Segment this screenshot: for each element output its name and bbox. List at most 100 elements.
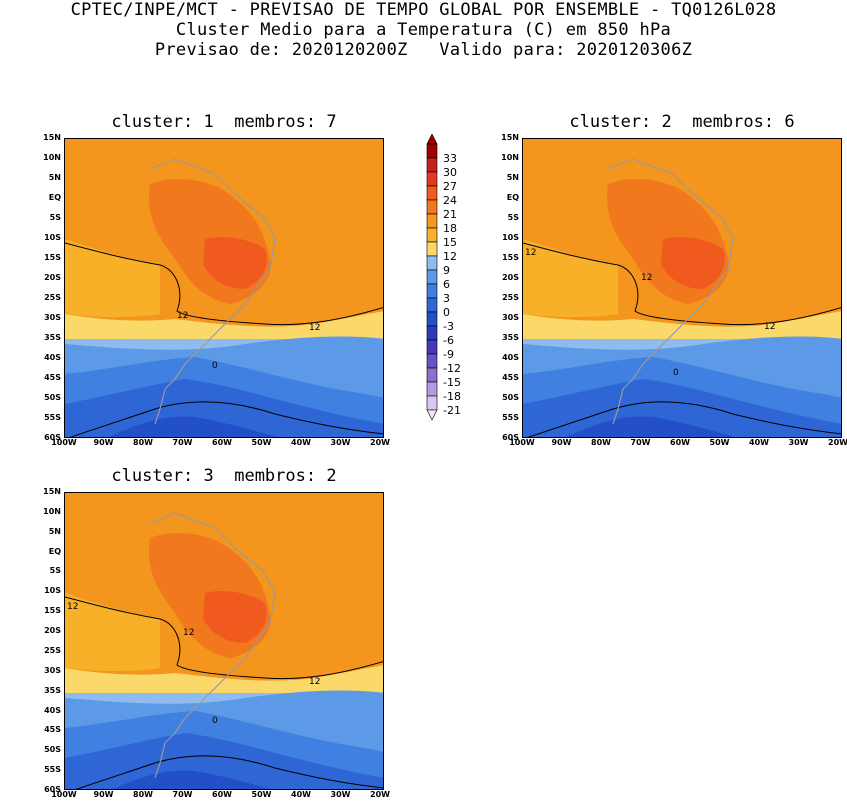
- colorbar-tick-label: -15: [443, 376, 461, 389]
- colorbar-swatch: [426, 171, 438, 187]
- lon-tick-label: 40W: [749, 438, 769, 447]
- colorbar-tick-label: 0: [443, 306, 450, 319]
- colorbar-tick-label: 6: [443, 278, 450, 291]
- colorbar-swatch: [426, 339, 438, 355]
- colorbar-swatch: [426, 185, 438, 201]
- contour-label: 12: [177, 311, 188, 321]
- lon-tick-label: 80W: [133, 438, 153, 447]
- lat-tick-label: 45S: [44, 373, 61, 382]
- lat-tick-label: EQ: [506, 193, 519, 202]
- colorbar-tick-label: 21: [443, 208, 457, 221]
- lat-tick-label: 55S: [44, 765, 61, 775]
- lon-tick-label: 100W: [51, 438, 77, 447]
- colorbar-tick-label: -21: [443, 404, 461, 417]
- colorbar-tick-label: 9: [443, 264, 450, 277]
- lat-tick-label: 5N: [48, 526, 61, 536]
- lon-tick-label: 80W: [133, 790, 153, 799]
- lat-tick-label: 5S: [49, 213, 61, 222]
- lon-tick-label: 20W: [828, 438, 847, 447]
- lat-tick-label: 50S: [44, 745, 61, 755]
- contour-label: 0: [212, 716, 218, 726]
- lat-tick-label: 10S: [44, 586, 61, 596]
- lat-tick-label: 10N: [43, 506, 61, 516]
- lat-tick-label: 5N: [506, 173, 519, 182]
- lat-tick-label: 60S: [44, 433, 61, 442]
- colorbar-tick-label: 15: [443, 236, 457, 249]
- lon-tick-label: 30W: [330, 438, 351, 447]
- colorbar-tick-label: 12: [443, 250, 457, 263]
- colorbar-swatch: [426, 143, 438, 159]
- figure-subtitle: Cluster Medio para a Temperatura (C) em …: [175, 20, 672, 40]
- lat-tick-label: 60S: [44, 785, 61, 794]
- lat-tick-label: 50S: [44, 393, 61, 402]
- lon-tick-label: 90W: [551, 438, 572, 447]
- colorbar-swatch: [426, 395, 438, 411]
- colorbar-tick-label: 3: [443, 292, 450, 305]
- lat-tick-label: 40S: [44, 353, 61, 362]
- lat-tick-label: 5N: [48, 173, 61, 182]
- colorbar-swatch: [426, 241, 438, 257]
- colorbar-swatch: [426, 283, 438, 299]
- lat-tick-label: 10N: [43, 153, 61, 162]
- colorbar-tick-label: 30: [443, 166, 457, 179]
- lat-tick-label: 10N: [501, 153, 519, 162]
- contour-label: 12: [309, 323, 320, 333]
- lat-tick-label: 10S: [44, 233, 61, 242]
- lon-tick-label: 90W: [93, 790, 114, 799]
- lat-tick-label: 35S: [44, 685, 61, 695]
- lat-tick-label: 15N: [501, 133, 519, 142]
- lon-tick-label: 60W: [670, 438, 690, 447]
- figure-title: CPTEC/INPE/MCT - PREVISAO DE TEMPO GLOBA…: [70, 0, 777, 20]
- map-panel-cluster-3: 12 12 12 0: [64, 492, 384, 790]
- lat-tick-label: 35S: [44, 333, 61, 342]
- colorbar-swatch: [426, 367, 438, 383]
- lon-tick-label: 20W: [370, 790, 390, 799]
- lat-tick-label: 25S: [44, 293, 61, 302]
- lon-tick-label: 20W: [370, 438, 390, 447]
- lon-tick-label: 70W: [172, 438, 193, 447]
- colorbar-tick-label: 27: [443, 180, 457, 193]
- contour-label: 12: [67, 602, 78, 612]
- map-panel-cluster-1: 12 12 0: [64, 138, 384, 438]
- map-panel-cluster-2: 12 12 12 0: [522, 138, 842, 438]
- lat-tick-label: 35S: [502, 333, 519, 342]
- colorbar-swatch: [426, 297, 438, 313]
- lat-tick-label: 5S: [49, 566, 61, 576]
- lat-tick-label: 60S: [502, 433, 519, 442]
- lon-tick-label: 30W: [788, 438, 809, 447]
- lat-tick-label: 15S: [502, 253, 519, 262]
- colorbar-tick-label: -3: [443, 320, 454, 333]
- lat-tick-label: 40S: [44, 705, 61, 715]
- colorbar-upper-arrow: [426, 133, 438, 145]
- lon-tick-label: 50W: [709, 438, 730, 447]
- lat-tick-label: 5S: [507, 213, 519, 222]
- contour-label: 0: [212, 361, 218, 371]
- forecast-dates: Previsao de: 2020120200Z Valido para: 20…: [154, 40, 693, 60]
- lon-tick-label: 60W: [212, 790, 232, 799]
- contour-label: 0: [673, 368, 679, 378]
- colorbar-tick-label: -12: [443, 362, 461, 375]
- lat-tick-label: 45S: [44, 725, 61, 735]
- lat-tick-label: 15S: [44, 606, 61, 616]
- lat-tick-label: 25S: [44, 645, 61, 655]
- colorbar-swatch: [426, 255, 438, 271]
- lat-tick-label: 15N: [43, 487, 61, 496]
- lat-tick-label: 15S: [44, 253, 61, 262]
- lat-tick-label: 30S: [44, 665, 61, 675]
- colorbar-tick-label: 18: [443, 222, 457, 235]
- lat-tick-label: 55S: [44, 413, 61, 422]
- lon-tick-label: 30W: [330, 790, 351, 799]
- colorbar-swatch: [426, 157, 438, 173]
- lat-tick-label: 45S: [502, 373, 519, 382]
- lat-tick-label: 15N: [43, 133, 61, 142]
- colorbar-tick-label: 33: [443, 152, 457, 165]
- lat-tick-label: 20S: [44, 273, 61, 282]
- lon-tick-label: 70W: [630, 438, 651, 447]
- colorbar-lower-arrow: [426, 409, 438, 421]
- lon-tick-label: 50W: [251, 438, 272, 447]
- colorbar-swatch: [426, 325, 438, 341]
- lon-tick-label: 80W: [591, 438, 611, 447]
- lon-tick-label: 70W: [172, 790, 193, 799]
- lat-tick-label: EQ: [48, 193, 61, 202]
- colorbar-swatch: [426, 199, 438, 215]
